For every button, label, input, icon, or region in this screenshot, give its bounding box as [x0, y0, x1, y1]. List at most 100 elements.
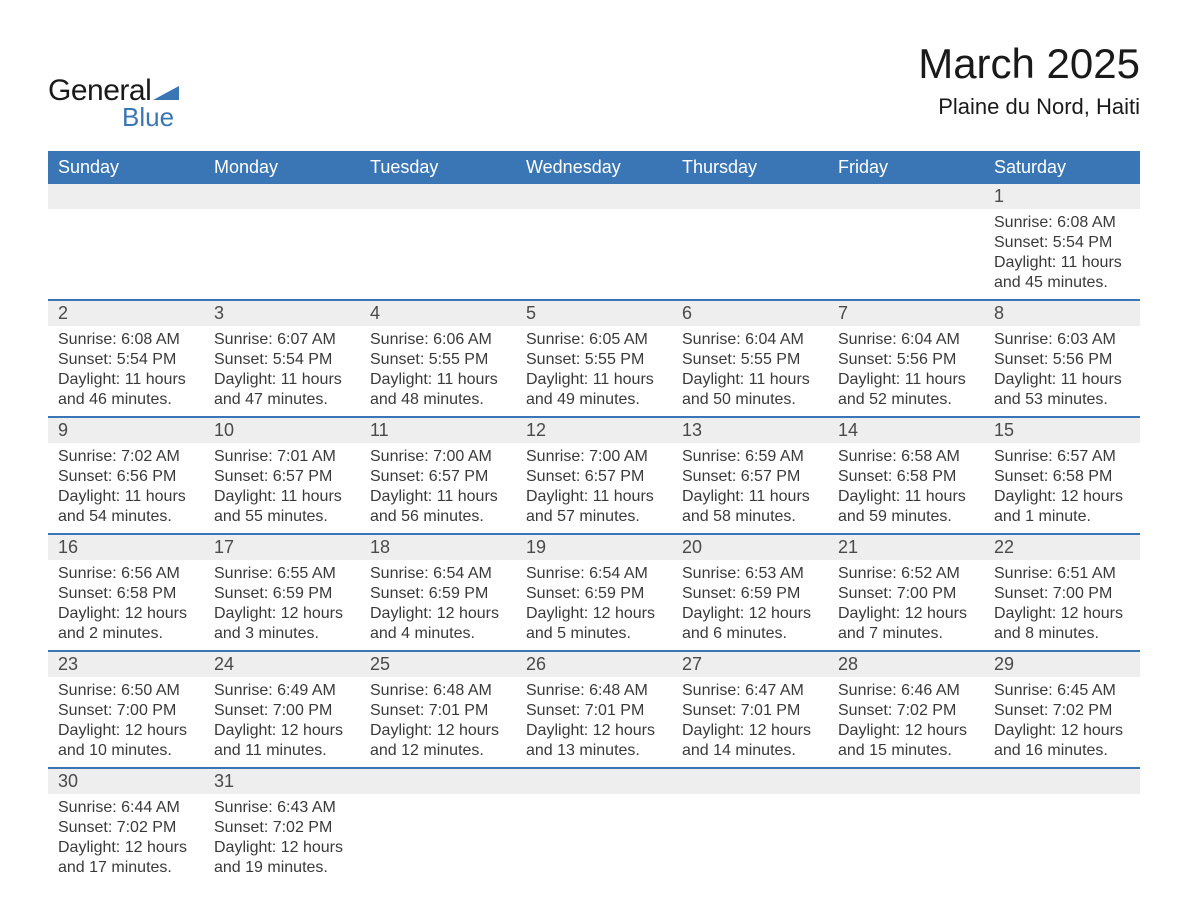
- day-number: 5: [516, 301, 672, 326]
- day-info: Sunrise: 6:04 AMSunset: 5:55 PMDaylight:…: [672, 326, 828, 416]
- day-number: 2: [48, 301, 204, 326]
- calendar-day-cell: [672, 184, 828, 300]
- day-info: [828, 209, 984, 219]
- daylight-text: Daylight: 11 hours and 59 minutes.: [838, 487, 974, 527]
- calendar-table: Sunday Monday Tuesday Wednesday Thursday…: [48, 151, 1140, 884]
- day-info: Sunrise: 6:46 AMSunset: 7:02 PMDaylight:…: [828, 677, 984, 767]
- day-header: Monday: [204, 151, 360, 184]
- sunset-text: Sunset: 7:01 PM: [370, 701, 506, 721]
- sunrise-text: Sunrise: 6:57 AM: [994, 447, 1130, 467]
- day-info: [204, 209, 360, 219]
- day-number: 30: [48, 769, 204, 794]
- calendar-day-cell: 17Sunrise: 6:55 AMSunset: 6:59 PMDayligh…: [204, 534, 360, 651]
- day-info: Sunrise: 6:54 AMSunset: 6:59 PMDaylight:…: [360, 560, 516, 650]
- calendar-week-row: 23Sunrise: 6:50 AMSunset: 7:00 PMDayligh…: [48, 651, 1140, 768]
- day-info: Sunrise: 6:08 AMSunset: 5:54 PMDaylight:…: [48, 326, 204, 416]
- day-number: 24: [204, 652, 360, 677]
- day-header: Friday: [828, 151, 984, 184]
- day-info: [672, 794, 828, 804]
- calendar-day-cell: 19Sunrise: 6:54 AMSunset: 6:59 PMDayligh…: [516, 534, 672, 651]
- day-number: 9: [48, 418, 204, 443]
- day-number: 25: [360, 652, 516, 677]
- calendar-day-cell: 29Sunrise: 6:45 AMSunset: 7:02 PMDayligh…: [984, 651, 1140, 768]
- sunset-text: Sunset: 6:57 PM: [370, 467, 506, 487]
- calendar-day-cell: 20Sunrise: 6:53 AMSunset: 6:59 PMDayligh…: [672, 534, 828, 651]
- calendar-day-cell: 4Sunrise: 6:06 AMSunset: 5:55 PMDaylight…: [360, 300, 516, 417]
- daylight-text: Daylight: 11 hours and 55 minutes.: [214, 487, 350, 527]
- calendar-day-cell: 30Sunrise: 6:44 AMSunset: 7:02 PMDayligh…: [48, 768, 204, 884]
- day-number: 10: [204, 418, 360, 443]
- calendar-day-cell: 31Sunrise: 6:43 AMSunset: 7:02 PMDayligh…: [204, 768, 360, 884]
- daylight-text: Daylight: 11 hours and 52 minutes.: [838, 370, 974, 410]
- sunrise-text: Sunrise: 7:00 AM: [526, 447, 662, 467]
- sunset-text: Sunset: 5:54 PM: [58, 350, 194, 370]
- page-header: General Blue March 2025 Plaine du Nord, …: [48, 40, 1140, 133]
- day-number: 11: [360, 418, 516, 443]
- day-number: [204, 184, 360, 209]
- sunrise-text: Sunrise: 7:01 AM: [214, 447, 350, 467]
- day-number: 3: [204, 301, 360, 326]
- day-number: [48, 184, 204, 209]
- sunset-text: Sunset: 6:56 PM: [58, 467, 194, 487]
- sunrise-text: Sunrise: 6:51 AM: [994, 564, 1130, 584]
- calendar-day-cell: 7Sunrise: 6:04 AMSunset: 5:56 PMDaylight…: [828, 300, 984, 417]
- daylight-text: Daylight: 11 hours and 49 minutes.: [526, 370, 662, 410]
- sunrise-text: Sunrise: 6:03 AM: [994, 330, 1130, 350]
- sunset-text: Sunset: 7:00 PM: [838, 584, 974, 604]
- sunset-text: Sunset: 7:01 PM: [682, 701, 818, 721]
- day-info: [672, 209, 828, 219]
- calendar-day-cell: 6Sunrise: 6:04 AMSunset: 5:55 PMDaylight…: [672, 300, 828, 417]
- day-info: Sunrise: 6:58 AMSunset: 6:58 PMDaylight:…: [828, 443, 984, 533]
- day-info: Sunrise: 6:06 AMSunset: 5:55 PMDaylight:…: [360, 326, 516, 416]
- calendar-day-cell: 23Sunrise: 6:50 AMSunset: 7:00 PMDayligh…: [48, 651, 204, 768]
- calendar-day-cell: 12Sunrise: 7:00 AMSunset: 6:57 PMDayligh…: [516, 417, 672, 534]
- day-number: 22: [984, 535, 1140, 560]
- sunrise-text: Sunrise: 6:50 AM: [58, 681, 194, 701]
- sunrise-text: Sunrise: 6:56 AM: [58, 564, 194, 584]
- calendar-day-cell: 5Sunrise: 6:05 AMSunset: 5:55 PMDaylight…: [516, 300, 672, 417]
- calendar-day-cell: 21Sunrise: 6:52 AMSunset: 7:00 PMDayligh…: [828, 534, 984, 651]
- calendar-day-cell: [828, 184, 984, 300]
- calendar-day-cell: 9Sunrise: 7:02 AMSunset: 6:56 PMDaylight…: [48, 417, 204, 534]
- sunset-text: Sunset: 7:02 PM: [838, 701, 974, 721]
- calendar-day-cell: 22Sunrise: 6:51 AMSunset: 7:00 PMDayligh…: [984, 534, 1140, 651]
- daylight-text: Daylight: 12 hours and 15 minutes.: [838, 721, 974, 761]
- calendar-week-row: 1Sunrise: 6:08 AMSunset: 5:54 PMDaylight…: [48, 184, 1140, 300]
- day-info: [48, 209, 204, 219]
- daylight-text: Daylight: 11 hours and 46 minutes.: [58, 370, 194, 410]
- day-info: [516, 209, 672, 219]
- daylight-text: Daylight: 12 hours and 2 minutes.: [58, 604, 194, 644]
- logo: General Blue: [48, 74, 179, 133]
- day-number: [360, 184, 516, 209]
- daylight-text: Daylight: 12 hours and 10 minutes.: [58, 721, 194, 761]
- sunset-text: Sunset: 6:59 PM: [214, 584, 350, 604]
- month-title: March 2025: [918, 40, 1140, 88]
- sunrise-text: Sunrise: 6:53 AM: [682, 564, 818, 584]
- calendar-day-cell: 16Sunrise: 6:56 AMSunset: 6:58 PMDayligh…: [48, 534, 204, 651]
- calendar-day-cell: [828, 768, 984, 884]
- calendar-week-row: 2Sunrise: 6:08 AMSunset: 5:54 PMDaylight…: [48, 300, 1140, 417]
- day-info: [828, 794, 984, 804]
- calendar-day-cell: 26Sunrise: 6:48 AMSunset: 7:01 PMDayligh…: [516, 651, 672, 768]
- day-header: Saturday: [984, 151, 1140, 184]
- day-info: [984, 794, 1140, 804]
- day-info: Sunrise: 7:00 AMSunset: 6:57 PMDaylight:…: [516, 443, 672, 533]
- sunrise-text: Sunrise: 6:52 AM: [838, 564, 974, 584]
- day-number: [672, 184, 828, 209]
- daylight-text: Daylight: 12 hours and 5 minutes.: [526, 604, 662, 644]
- day-info: Sunrise: 7:00 AMSunset: 6:57 PMDaylight:…: [360, 443, 516, 533]
- day-number: 17: [204, 535, 360, 560]
- calendar-week-row: 30Sunrise: 6:44 AMSunset: 7:02 PMDayligh…: [48, 768, 1140, 884]
- sunrise-text: Sunrise: 6:04 AM: [682, 330, 818, 350]
- day-info: Sunrise: 6:45 AMSunset: 7:02 PMDaylight:…: [984, 677, 1140, 767]
- day-info: [360, 794, 516, 804]
- calendar-day-cell: 18Sunrise: 6:54 AMSunset: 6:59 PMDayligh…: [360, 534, 516, 651]
- calendar-day-cell: [516, 184, 672, 300]
- sunrise-text: Sunrise: 6:45 AM: [994, 681, 1130, 701]
- calendar-day-cell: 15Sunrise: 6:57 AMSunset: 6:58 PMDayligh…: [984, 417, 1140, 534]
- sunset-text: Sunset: 5:55 PM: [682, 350, 818, 370]
- sunrise-text: Sunrise: 6:43 AM: [214, 798, 350, 818]
- day-number: 18: [360, 535, 516, 560]
- day-header: Thursday: [672, 151, 828, 184]
- day-info: Sunrise: 6:03 AMSunset: 5:56 PMDaylight:…: [984, 326, 1140, 416]
